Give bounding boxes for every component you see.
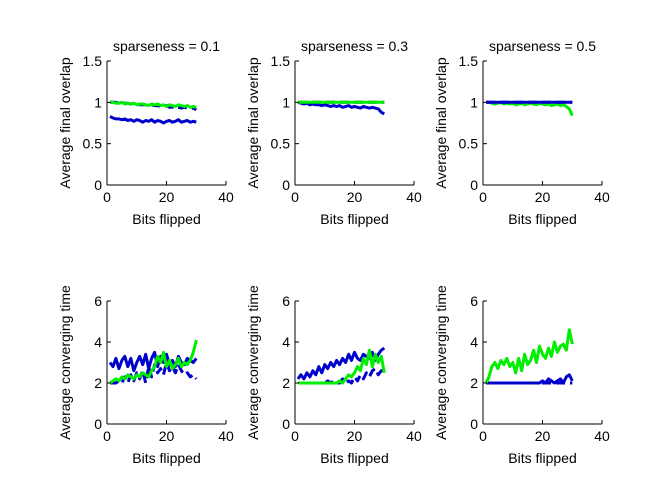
y-tick-label: 0 <box>470 416 478 432</box>
x-axis-label: Bits flipped <box>508 211 576 227</box>
y-tick-label: 1 <box>94 94 102 110</box>
series-line-1 <box>297 100 386 116</box>
y-tick-label: 0 <box>94 416 102 432</box>
y-axis-label: Average converging time <box>433 285 449 440</box>
panel-4: 0 20 40 0 2 4 6 Bits flipped Average converging … <box>57 285 234 466</box>
y-tick-label: 1 <box>470 94 478 110</box>
panel-title: sparseness = 0.5 <box>489 38 596 54</box>
y-tick-label: 0.5 <box>271 136 291 152</box>
y-axis-label: Average final overlap <box>245 57 261 188</box>
y-tick-label: 0 <box>94 177 102 193</box>
series-line-3 <box>110 100 197 109</box>
x-axis-label: Bits flipped <box>508 450 576 466</box>
x-axis-label: Bits flipped <box>132 211 200 227</box>
x-tick-label: 20 <box>347 428 363 444</box>
y-tick-label: 2 <box>94 375 102 391</box>
y-tick-label: 1.5 <box>271 53 291 69</box>
panel-5: 0 20 40 0 2 4 6 Bits flipped Average converging … <box>245 285 422 466</box>
x-tick-label: 40 <box>218 189 234 205</box>
y-tick-label: 4 <box>282 334 290 350</box>
x-tick-label: 0 <box>103 428 111 444</box>
series-line-1 <box>108 350 198 373</box>
panel-3: 0 20 40 0 0.5 1 1.5 Bits flipped Average final o… <box>433 38 610 227</box>
x-tick-label: 0 <box>291 428 299 444</box>
x-tick-label: 40 <box>218 428 234 444</box>
y-tick-label: 0.5 <box>459 136 479 152</box>
panel-1: 0 20 40 0 0.5 1 1.5 Bits flipped Average final o… <box>57 38 234 227</box>
x-axis-label: Bits flipped <box>132 450 200 466</box>
series-line-3 <box>109 339 198 385</box>
x-tick-label: 20 <box>535 428 551 444</box>
x-tick-label: 0 <box>103 189 111 205</box>
x-axis-label: Bits flipped <box>320 450 388 466</box>
x-tick-label: 20 <box>159 189 175 205</box>
y-tick-label: 4 <box>94 334 102 350</box>
y-tick-label: 6 <box>470 293 478 309</box>
panel-title: sparseness = 0.1 <box>113 38 220 54</box>
y-tick-label: 6 <box>94 293 102 309</box>
y-tick-label: 1.5 <box>459 53 479 69</box>
panel-title: sparseness = 0.3 <box>301 38 408 54</box>
series-line-1 <box>109 115 197 125</box>
x-axis-label: Bits flipped <box>320 211 388 227</box>
series-line-3 <box>298 348 386 385</box>
series-line-1 <box>486 100 574 117</box>
y-tick-label: 2 <box>282 375 290 391</box>
y-axis-label: Average converging time <box>245 285 261 440</box>
panel-6: 0 20 40 0 2 4 6 Bits flipped Average converging … <box>433 285 610 466</box>
series-line-3 <box>484 328 574 384</box>
y-tick-label: 4 <box>470 334 478 350</box>
y-axis-label: Average converging time <box>57 285 73 440</box>
y-tick-label: 0.5 <box>83 136 103 152</box>
series-line-2 <box>486 373 574 385</box>
x-tick-label: 20 <box>347 189 363 205</box>
y-tick-label: 2 <box>470 375 478 391</box>
x-tick-label: 40 <box>594 189 610 205</box>
y-tick-label: 0 <box>282 177 290 193</box>
x-tick-label: 0 <box>479 189 487 205</box>
x-tick-label: 0 <box>479 428 487 444</box>
x-tick-label: 40 <box>594 428 610 444</box>
x-tick-label: 40 <box>406 428 422 444</box>
x-tick-label: 20 <box>159 428 175 444</box>
y-tick-label: 0 <box>470 177 478 193</box>
y-tick-label: 0 <box>282 416 290 432</box>
y-tick-label: 1.5 <box>83 53 103 69</box>
panel-2: 0 20 40 0 0.5 1 1.5 Bits flipped Average final o… <box>245 38 422 227</box>
x-tick-label: 20 <box>535 189 551 205</box>
y-axis-label: Average final overlap <box>433 57 449 188</box>
y-axis-label: Average final overlap <box>57 57 73 188</box>
y-tick-label: 1 <box>282 94 290 110</box>
x-tick-label: 0 <box>291 189 299 205</box>
x-tick-label: 40 <box>406 189 422 205</box>
y-tick-label: 6 <box>282 293 290 309</box>
